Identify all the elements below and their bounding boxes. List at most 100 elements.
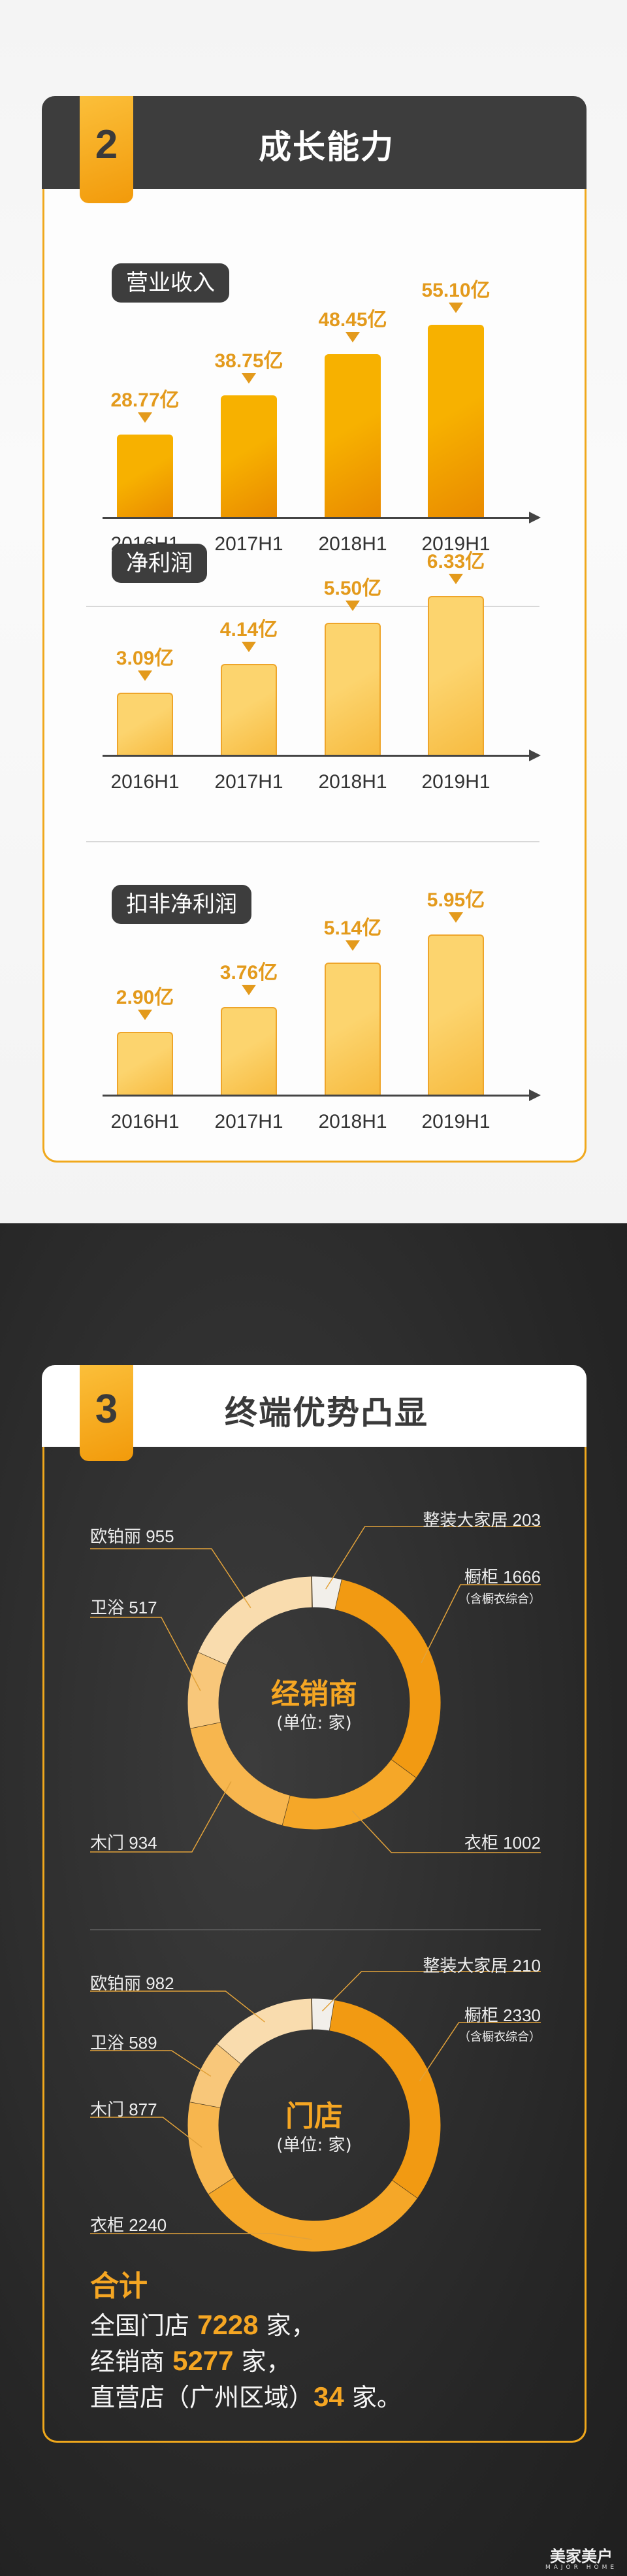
bar-value-label: 48.45亿 xyxy=(318,309,387,331)
donut-slice xyxy=(334,1579,441,1778)
summary-line-stores: 全国门店 7228 家， xyxy=(90,2305,316,2341)
summary-text: 家。 xyxy=(344,2383,402,2412)
donut-slice xyxy=(198,1576,313,1665)
x-tick-label: 2017H1 xyxy=(214,771,283,793)
x-tick-label: 2017H1 xyxy=(214,533,283,555)
leader-line xyxy=(419,2022,541,2081)
slice-label: 橱柜 2330 xyxy=(464,2006,541,2025)
slice-note: （含橱衣综合） xyxy=(458,2030,541,2044)
chart-title-label: 净利润 xyxy=(112,544,207,583)
donut-slice xyxy=(187,1652,227,1728)
down-triangle-icon xyxy=(449,912,463,923)
bar xyxy=(428,325,484,518)
slice-separator xyxy=(329,2000,336,2031)
leader-line xyxy=(90,1617,201,1691)
bar-value-label: 3.09亿 xyxy=(116,647,174,669)
bar xyxy=(325,622,381,755)
bar xyxy=(428,596,484,755)
bar xyxy=(117,435,173,518)
bar xyxy=(428,934,484,1095)
down-triangle-icon xyxy=(138,670,152,681)
x-tick-label: 2019H1 xyxy=(421,533,490,555)
down-triangle-icon xyxy=(449,574,463,584)
leader-line xyxy=(90,2117,202,2148)
bar xyxy=(325,354,381,518)
summary-number: 7228 xyxy=(197,2309,259,2340)
bar xyxy=(221,1006,277,1095)
slice-label: 木门 934 xyxy=(90,1833,157,1853)
slice-label: 木门 877 xyxy=(90,2100,157,2119)
summary-text: 家， xyxy=(233,2347,291,2376)
summary-title: 合计 xyxy=(90,2270,148,2303)
slice-label: 整装大家居 203 xyxy=(423,1510,541,1530)
bar xyxy=(325,962,381,1095)
summary-number: 5277 xyxy=(172,2345,234,2376)
down-triangle-icon xyxy=(242,373,256,384)
section-title: 终端优势凸显 xyxy=(225,1394,428,1432)
down-triangle-icon xyxy=(242,984,256,995)
x-axis xyxy=(103,517,530,519)
summary-text: 全国门店 xyxy=(90,2311,198,2340)
donut-slice xyxy=(189,2043,242,2108)
summary-text: 直营店（广州区域） xyxy=(90,2383,314,2412)
leader-line xyxy=(90,2050,212,2077)
bar xyxy=(117,692,173,755)
down-triangle-icon xyxy=(242,641,256,652)
donut-center-title: 经销商 xyxy=(271,1677,357,1711)
bar xyxy=(117,1032,173,1095)
axis-arrow-icon xyxy=(529,1089,541,1101)
axis-arrow-icon xyxy=(529,512,541,523)
donut-center-unit: (单位: 家) xyxy=(276,2136,352,2155)
bar xyxy=(221,395,277,518)
donut-slice xyxy=(217,1998,313,2064)
summary-line-dealers: 经销商 5277 家， xyxy=(90,2341,291,2377)
donut-slice xyxy=(281,1759,416,1830)
x-tick-label: 2016H1 xyxy=(110,771,180,793)
bar-value-label: 5.14亿 xyxy=(323,917,382,939)
brand-logo: 美家美户 MAJOR HOME xyxy=(541,2549,622,2571)
down-triangle-icon xyxy=(138,412,152,423)
down-triangle-icon xyxy=(346,332,360,343)
slice-label: 橱柜 1666 xyxy=(464,1567,541,1587)
slice-label: 卫浴 589 xyxy=(90,2033,157,2053)
leader-line xyxy=(421,1584,541,1664)
divider xyxy=(86,841,539,842)
summary-text: 经销商 xyxy=(90,2347,173,2376)
bar-value-label: 3.76亿 xyxy=(219,961,278,983)
leader-line xyxy=(325,1526,541,1590)
slice-label: 整装大家居 210 xyxy=(423,1956,541,1975)
leader-line xyxy=(90,1781,232,1853)
leader-line xyxy=(90,1548,251,1608)
divider xyxy=(86,606,539,607)
logo-subtext: MAJOR HOME xyxy=(545,2564,618,2571)
bar-value-label: 55.10亿 xyxy=(421,280,490,301)
x-tick-label: 2019H1 xyxy=(421,1111,490,1132)
donut-slice xyxy=(312,1576,342,1610)
donut-slice xyxy=(187,2102,234,2194)
slice-label: 欧铂丽 982 xyxy=(90,1973,174,1993)
donut-center-title: 门店 xyxy=(285,2100,343,2133)
chart-title-label: 营业收入 xyxy=(112,263,229,303)
down-triangle-icon xyxy=(138,1010,152,1021)
x-tick-label: 2018H1 xyxy=(318,1111,387,1132)
down-triangle-icon xyxy=(346,600,360,611)
axis-arrow-icon xyxy=(529,750,541,761)
slice-label: 卫浴 517 xyxy=(90,1598,157,1617)
bar xyxy=(221,663,277,755)
donut-slice xyxy=(208,2177,417,2252)
donut-slice xyxy=(190,1721,291,1826)
x-tick-label: 2018H1 xyxy=(318,771,387,793)
down-triangle-icon xyxy=(346,940,360,951)
section-title: 成长能力 xyxy=(259,128,394,166)
section-number-badge: 3 xyxy=(80,1365,133,1461)
slice-note: （含橱衣综合） xyxy=(458,1593,541,1606)
slice-label: 衣柜 2240 xyxy=(90,2215,167,2235)
slice-label: 欧铂丽 955 xyxy=(90,1527,174,1546)
section-number-badge: 2 xyxy=(80,96,133,203)
bar-value-label: 4.14亿 xyxy=(219,618,278,640)
terminal-card xyxy=(42,1447,587,2443)
bar-value-label: 5.95亿 xyxy=(426,889,485,911)
donut-slice xyxy=(312,1998,335,2031)
bar-value-label: 2.90亿 xyxy=(116,987,174,1009)
